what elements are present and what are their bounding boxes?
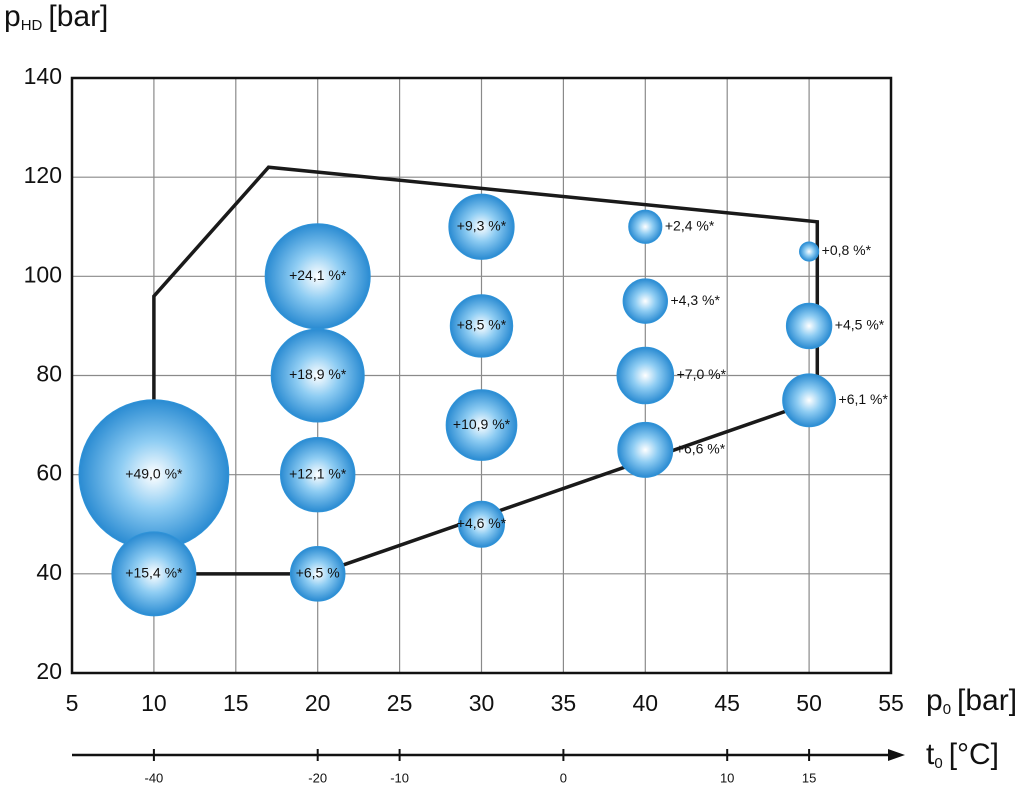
y-tick-label: 140 <box>24 63 62 89</box>
bubble <box>799 241 820 262</box>
x-tick-label: 40 <box>633 690 659 716</box>
x-label-sub: 0 <box>943 701 951 718</box>
data-label: +0,8 %* <box>822 242 872 258</box>
data-label: +7,0 %* <box>677 366 727 382</box>
x-label-unit: [bar] <box>957 684 1017 717</box>
x-tick-label: 45 <box>714 690 740 716</box>
x-tick-label: 25 <box>387 690 413 716</box>
data-label: +4,3 %* <box>670 292 720 308</box>
t-tick-label: 0 <box>560 770 567 785</box>
t-axis-arrow <box>888 749 905 761</box>
t-axis-label: t0 [°C] <box>926 738 999 772</box>
t-label-main: t <box>926 738 935 771</box>
y-tick-label: 40 <box>36 559 62 585</box>
t-tick-label: 15 <box>802 770 816 785</box>
data-label: +18,9 %* <box>289 366 347 382</box>
bubble <box>289 546 346 602</box>
y-tick-label: 100 <box>24 261 62 287</box>
bubble <box>458 500 505 548</box>
t-label-sub: 0 <box>934 755 942 772</box>
bubble <box>279 436 356 513</box>
bubble <box>111 531 197 617</box>
data-label: +6,6 %* <box>676 441 726 457</box>
data-label: +9,3 %* <box>457 217 507 233</box>
x-label-main: p <box>926 684 943 717</box>
data-label: +2,4 %* <box>665 217 715 233</box>
data-label: +12,1 %* <box>289 465 347 481</box>
data-label: +8,5 %* <box>457 317 507 333</box>
data-label: +24,1 %* <box>289 267 347 283</box>
data-label: +6,1 %* <box>839 391 889 407</box>
y-label-sub: HD <box>21 17 43 34</box>
x-tick-label: 20 <box>305 690 331 716</box>
bubble <box>617 421 674 478</box>
t-tick-label: 10 <box>720 770 734 785</box>
y-label-main: p <box>4 0 21 33</box>
x-axis-label: p0 [bar] <box>926 684 1017 718</box>
bubble <box>449 294 514 358</box>
y-tick-label: 20 <box>36 658 62 684</box>
t-tick-label: -40 <box>145 770 164 785</box>
x-tick-label: 30 <box>469 690 495 716</box>
bubble <box>270 328 365 423</box>
bubble <box>785 302 833 350</box>
data-label: +6,5 % <box>296 565 340 581</box>
x-tick-label: 10 <box>141 690 167 716</box>
y-tick-label: 120 <box>24 162 62 188</box>
x-tick-label: 55 <box>878 690 904 716</box>
t-tick-label: -10 <box>390 770 409 785</box>
data-label: +10,9 %* <box>453 416 511 432</box>
y-axis-label: pHD [bar] <box>4 0 108 34</box>
bubble <box>628 209 663 244</box>
data-label: +4,6 %* <box>457 515 507 531</box>
y-label-unit: [bar] <box>48 0 108 33</box>
plot-frame <box>70 76 893 675</box>
bubble <box>616 346 675 405</box>
y-tick-label: 80 <box>36 361 62 387</box>
data-label: +49,0 %* <box>125 465 183 481</box>
bubble <box>445 389 518 461</box>
bubble <box>622 278 668 324</box>
y-tick-label: 60 <box>36 460 62 486</box>
bubble <box>448 193 515 260</box>
data-label: +4,5 %* <box>835 317 885 333</box>
bubble <box>782 373 837 428</box>
t-label-unit: [°C] <box>949 738 999 771</box>
x-tick-label: 35 <box>551 690 577 716</box>
data-label: +15,4 %* <box>125 565 183 581</box>
x-tick-label: 50 <box>796 690 822 716</box>
x-tick-label: 5 <box>66 690 79 716</box>
x-tick-label: 15 <box>223 690 249 716</box>
t-tick-label: -20 <box>308 770 327 785</box>
